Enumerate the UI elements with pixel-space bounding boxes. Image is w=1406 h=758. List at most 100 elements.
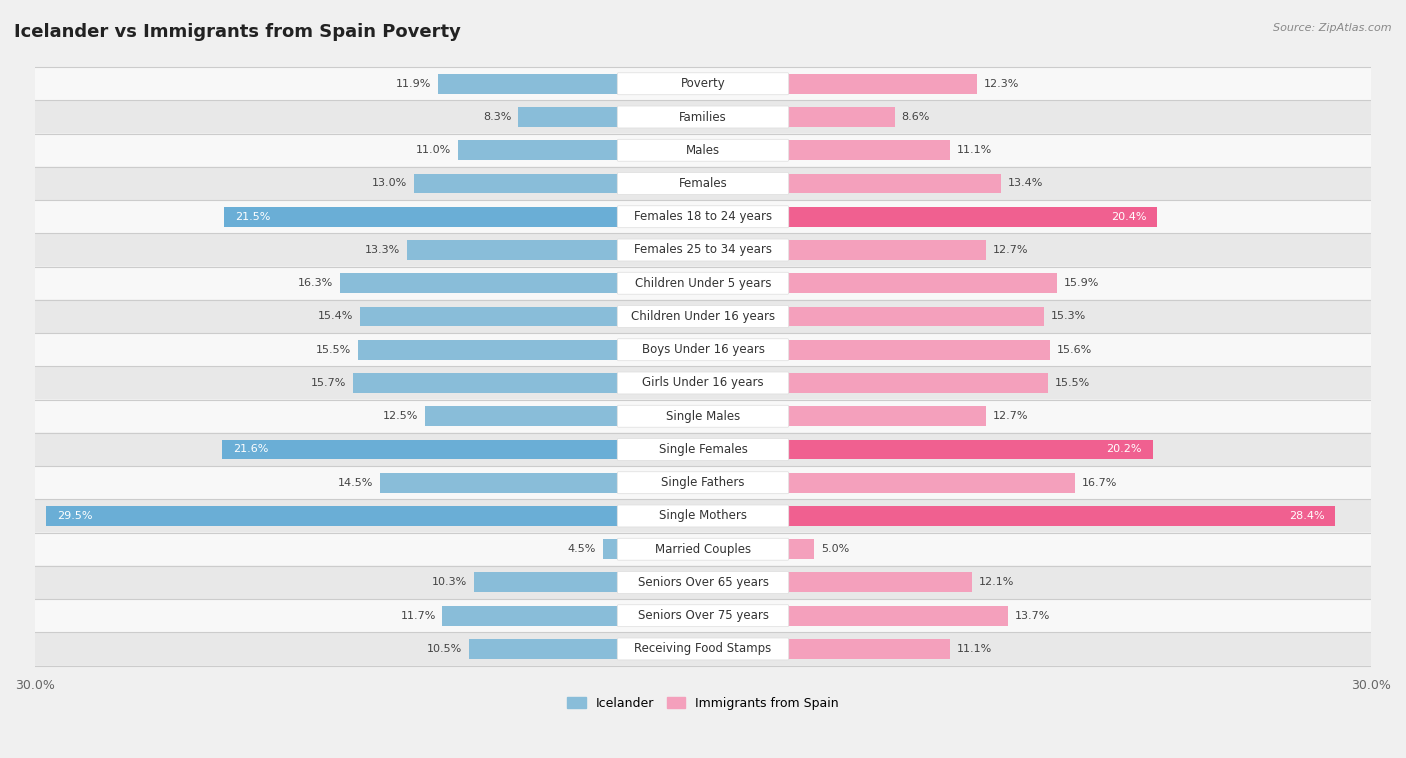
FancyBboxPatch shape: [35, 300, 1371, 333]
FancyBboxPatch shape: [35, 500, 1371, 533]
Bar: [703, 440, 1153, 459]
FancyBboxPatch shape: [35, 466, 1371, 500]
Text: 13.0%: 13.0%: [371, 178, 406, 189]
Bar: [360, 306, 703, 327]
Text: Source: ZipAtlas.com: Source: ZipAtlas.com: [1274, 23, 1392, 33]
Bar: [458, 140, 703, 160]
Text: Children Under 5 years: Children Under 5 years: [634, 277, 772, 290]
Bar: [703, 539, 814, 559]
Bar: [703, 174, 1001, 193]
Bar: [703, 74, 977, 94]
Text: Single Mothers: Single Mothers: [659, 509, 747, 522]
Bar: [413, 174, 703, 193]
FancyBboxPatch shape: [617, 372, 789, 394]
FancyBboxPatch shape: [617, 439, 789, 460]
Text: 13.7%: 13.7%: [1015, 611, 1050, 621]
Bar: [470, 639, 703, 659]
Text: 11.0%: 11.0%: [416, 146, 451, 155]
Text: Families: Families: [679, 111, 727, 124]
Text: 12.3%: 12.3%: [984, 79, 1019, 89]
FancyBboxPatch shape: [617, 205, 789, 227]
Text: Children Under 16 years: Children Under 16 years: [631, 310, 775, 323]
Bar: [439, 74, 703, 94]
FancyBboxPatch shape: [617, 605, 789, 627]
FancyBboxPatch shape: [35, 433, 1371, 466]
Bar: [425, 406, 703, 426]
Bar: [703, 506, 1336, 526]
Text: Seniors Over 65 years: Seniors Over 65 years: [637, 576, 769, 589]
Text: 21.5%: 21.5%: [235, 211, 271, 222]
Bar: [703, 373, 1047, 393]
Bar: [703, 340, 1050, 360]
FancyBboxPatch shape: [617, 471, 789, 493]
FancyBboxPatch shape: [35, 200, 1371, 233]
Text: 5.0%: 5.0%: [821, 544, 849, 554]
Bar: [703, 274, 1057, 293]
Text: 16.7%: 16.7%: [1081, 478, 1116, 487]
Bar: [340, 274, 703, 293]
Text: Single Fathers: Single Fathers: [661, 476, 745, 489]
Text: 11.1%: 11.1%: [957, 644, 993, 654]
FancyBboxPatch shape: [617, 638, 789, 660]
FancyBboxPatch shape: [35, 333, 1371, 366]
Bar: [703, 406, 986, 426]
Text: 13.4%: 13.4%: [1008, 178, 1043, 189]
Text: Icelander vs Immigrants from Spain Poverty: Icelander vs Immigrants from Spain Pover…: [14, 23, 461, 41]
Bar: [703, 473, 1076, 493]
Text: Single Males: Single Males: [666, 410, 740, 423]
Text: 15.9%: 15.9%: [1064, 278, 1099, 288]
FancyBboxPatch shape: [35, 632, 1371, 666]
FancyBboxPatch shape: [35, 565, 1371, 599]
Text: Boys Under 16 years: Boys Under 16 years: [641, 343, 765, 356]
Text: 20.4%: 20.4%: [1111, 211, 1146, 222]
Text: 15.7%: 15.7%: [311, 378, 347, 388]
Text: 13.3%: 13.3%: [366, 245, 401, 255]
Text: 16.3%: 16.3%: [298, 278, 333, 288]
Text: 12.7%: 12.7%: [993, 245, 1028, 255]
FancyBboxPatch shape: [35, 599, 1371, 632]
Text: 11.7%: 11.7%: [401, 611, 436, 621]
Text: Females 25 to 34 years: Females 25 to 34 years: [634, 243, 772, 256]
Text: 15.4%: 15.4%: [318, 312, 353, 321]
Text: 28.4%: 28.4%: [1289, 511, 1324, 521]
Text: 11.1%: 11.1%: [957, 146, 993, 155]
Text: Seniors Over 75 years: Seniors Over 75 years: [637, 609, 769, 622]
FancyBboxPatch shape: [617, 572, 789, 594]
Bar: [519, 107, 703, 127]
Text: 20.2%: 20.2%: [1107, 444, 1142, 455]
Bar: [703, 140, 950, 160]
Text: 10.5%: 10.5%: [427, 644, 463, 654]
Legend: Icelander, Immigrants from Spain: Icelander, Immigrants from Spain: [562, 692, 844, 715]
FancyBboxPatch shape: [35, 533, 1371, 565]
Text: Males: Males: [686, 144, 720, 157]
FancyBboxPatch shape: [35, 366, 1371, 399]
Text: 12.7%: 12.7%: [993, 412, 1028, 421]
FancyBboxPatch shape: [35, 167, 1371, 200]
Bar: [406, 240, 703, 260]
Bar: [359, 340, 703, 360]
FancyBboxPatch shape: [617, 272, 789, 294]
Text: 15.6%: 15.6%: [1057, 345, 1092, 355]
Text: Married Couples: Married Couples: [655, 543, 751, 556]
FancyBboxPatch shape: [617, 339, 789, 361]
Text: 15.5%: 15.5%: [316, 345, 352, 355]
FancyBboxPatch shape: [617, 139, 789, 161]
Text: Poverty: Poverty: [681, 77, 725, 90]
Bar: [703, 207, 1157, 227]
FancyBboxPatch shape: [35, 67, 1371, 100]
Bar: [703, 606, 1008, 625]
Text: 21.6%: 21.6%: [233, 444, 269, 455]
Text: 14.5%: 14.5%: [337, 478, 374, 487]
FancyBboxPatch shape: [617, 406, 789, 428]
Bar: [703, 306, 1043, 327]
Bar: [222, 440, 703, 459]
Bar: [224, 207, 703, 227]
Text: Single Females: Single Females: [658, 443, 748, 456]
Text: Females: Females: [679, 177, 727, 190]
Text: 4.5%: 4.5%: [568, 544, 596, 554]
FancyBboxPatch shape: [617, 106, 789, 128]
FancyBboxPatch shape: [617, 239, 789, 261]
Bar: [703, 639, 950, 659]
Bar: [443, 606, 703, 625]
FancyBboxPatch shape: [35, 133, 1371, 167]
